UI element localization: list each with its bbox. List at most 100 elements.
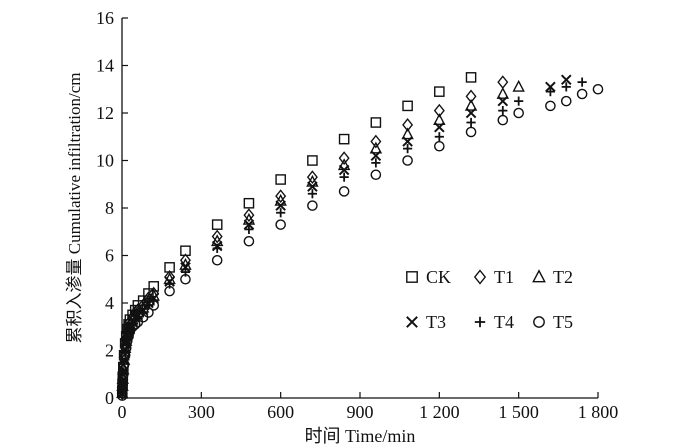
data-point (545, 81, 556, 93)
data-point (465, 107, 477, 119)
data-point (212, 243, 222, 253)
legend-item-ck: CK (406, 267, 451, 287)
legend-marker (533, 316, 545, 328)
legend-item-t1: T1 (473, 267, 514, 287)
data-point (243, 219, 255, 230)
data-point (275, 189, 287, 203)
data-point (402, 136, 413, 147)
data-point (275, 219, 286, 230)
legend-marker (474, 316, 486, 328)
data-point (497, 114, 509, 126)
data-point (307, 189, 317, 199)
data-point (338, 164, 350, 176)
data-point (275, 200, 286, 211)
legend-item-t5: T5 (533, 312, 573, 332)
y-tick-label: 14 (96, 56, 114, 76)
data-point (180, 262, 191, 273)
data-point (148, 300, 160, 311)
data-point (514, 96, 524, 106)
data-point (497, 75, 509, 89)
y-tick-label: 10 (96, 151, 114, 171)
points-layer (116, 72, 604, 401)
data-point (434, 140, 445, 152)
y-tick-label: 0 (105, 388, 114, 408)
legend-label: CK (426, 267, 451, 287)
axes-layer (121, 18, 598, 399)
data-point (434, 121, 445, 133)
x-tick-label: 900 (347, 402, 374, 422)
legend-item-t2: T2 (532, 267, 573, 287)
data-point (120, 342, 132, 354)
data-point (560, 95, 572, 107)
data-point (117, 383, 128, 394)
data-point (561, 82, 571, 92)
data-point (512, 79, 525, 92)
legend-marker (406, 316, 418, 328)
data-point (434, 132, 444, 142)
x-tick-label: 1 800 (578, 402, 619, 422)
series-ck (116, 72, 477, 397)
y-tick-label: 4 (105, 293, 114, 313)
data-point (403, 144, 413, 154)
data-point (306, 170, 318, 184)
legend: CK T1 T2 T3 T4 T5 (406, 267, 573, 332)
data-point (116, 390, 128, 401)
data-point (123, 330, 134, 342)
data-point (307, 155, 318, 166)
series-t1 (116, 75, 509, 401)
legend-marker (473, 269, 487, 285)
data-point (211, 254, 223, 266)
legend-item-t3: T3 (406, 312, 446, 332)
data-point (370, 134, 382, 149)
data-point (370, 150, 382, 162)
data-point (560, 74, 572, 86)
series-t3 (116, 74, 572, 399)
y-tick-label: 8 (105, 198, 114, 218)
data-point (339, 172, 349, 182)
data-point (369, 141, 383, 154)
data-point (243, 197, 255, 209)
data-point (577, 77, 587, 87)
data-point (592, 83, 604, 95)
data-point (402, 100, 413, 112)
data-point (466, 117, 476, 128)
data-point (402, 118, 414, 132)
data-point (370, 117, 382, 128)
data-point (307, 181, 318, 192)
series-t2 (116, 79, 525, 399)
data-point (307, 200, 318, 211)
legend-label: T5 (553, 312, 573, 332)
legend-marker (532, 269, 546, 283)
data-point (402, 155, 413, 166)
data-point (513, 107, 524, 119)
x-tick-label: 300 (188, 402, 215, 422)
series-t5 (116, 83, 604, 401)
data-point (433, 103, 445, 118)
data-point (401, 127, 414, 140)
data-point (164, 285, 175, 297)
data-point (434, 86, 445, 97)
legend-marker (406, 271, 418, 283)
data-point (576, 88, 588, 100)
data-point (498, 106, 508, 116)
data-point (497, 95, 509, 107)
x-tick-label: 600 (267, 402, 294, 422)
x-tick-label: 1 500 (498, 402, 539, 422)
data-point (545, 87, 555, 97)
data-point (243, 235, 255, 247)
y-tick-label: 6 (105, 246, 114, 266)
data-point (143, 307, 154, 318)
data-point (211, 219, 223, 230)
series-t4 (117, 77, 587, 398)
x-tick-label: 1 200 (419, 402, 460, 422)
data-point (338, 151, 350, 165)
data-point (275, 174, 286, 185)
data-point (129, 319, 141, 330)
data-point (370, 169, 382, 181)
y-axis-label: 累积入渗量 Cumulative infiltration/cm (65, 72, 84, 343)
data-point (338, 186, 350, 197)
legend-label: T2 (553, 267, 573, 287)
data-point (244, 224, 254, 234)
